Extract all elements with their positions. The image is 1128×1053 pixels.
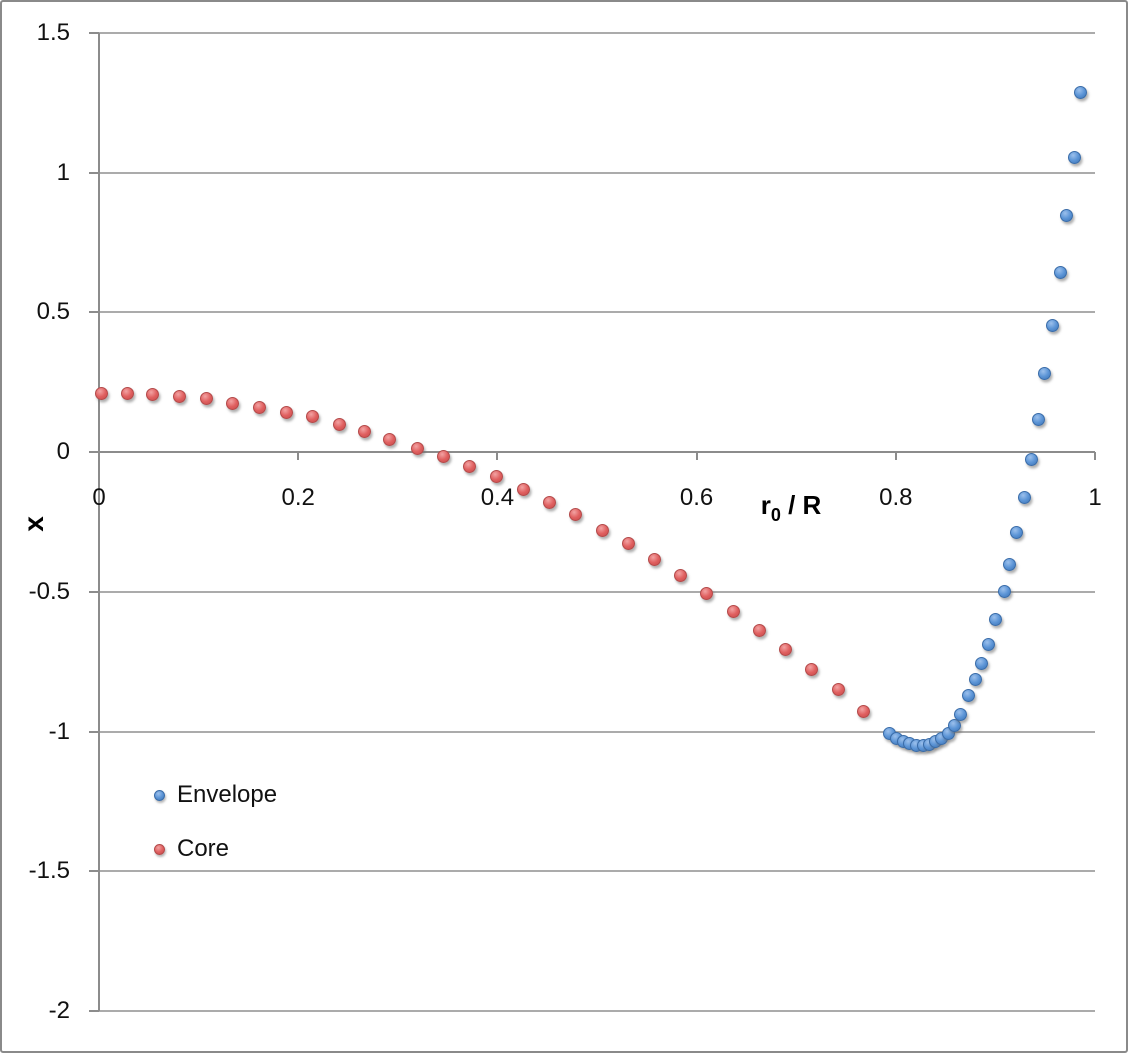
data-point-core [648, 552, 662, 566]
data-point-core [146, 387, 160, 401]
x-axis-title-base: r [760, 490, 771, 520]
y-axis-tick [89, 451, 99, 454]
x-axis-title-subscript: 0 [770, 505, 781, 525]
data-point-envelope [1067, 150, 1081, 164]
y-tick-label: 0 [56, 438, 70, 466]
data-point-envelope [981, 637, 995, 651]
y-axis-tick [89, 311, 99, 314]
data-point-core [225, 396, 239, 410]
data-point-core [752, 623, 766, 637]
x-axis-tick [496, 452, 499, 461]
data-point-envelope [1053, 265, 1067, 279]
data-point-core [411, 441, 425, 455]
x-axis-tick [894, 452, 897, 461]
data-point-envelope [1059, 208, 1073, 222]
y-axis-tick [89, 590, 99, 593]
y-axis-tick [89, 730, 99, 733]
data-point-envelope [1002, 557, 1016, 571]
data-point-core [95, 386, 109, 400]
legend-item-core: Core [154, 835, 277, 863]
data-point-core [332, 417, 346, 431]
data-point-core [489, 469, 503, 483]
y-tick-label: 1.5 [36, 19, 70, 46]
x-tick-label: 0.8 [879, 484, 913, 511]
data-point-core [173, 389, 187, 403]
data-point-core [804, 662, 818, 676]
data-point-envelope [948, 718, 962, 732]
gridline [99, 590, 1095, 593]
data-point-envelope [1031, 412, 1045, 426]
x-axis-tick [1094, 452, 1096, 461]
data-point-envelope [988, 612, 1002, 626]
y-tick-label: -1.5 [28, 857, 70, 885]
y-axis-line [98, 33, 100, 1011]
data-point-core [516, 482, 530, 496]
data-point-envelope [1017, 490, 1031, 504]
legend-marker-icon [154, 843, 165, 855]
data-point-core [200, 391, 214, 405]
x-tick-label: 0 [92, 484, 106, 511]
x-tick-label: 0.4 [480, 484, 515, 511]
data-point-core [857, 704, 871, 718]
y-axis-tick [89, 870, 99, 873]
y-tick-label: -0.5 [28, 577, 70, 605]
x-tick-label: 1 [1088, 484, 1102, 511]
y-tick-label: 1 [56, 158, 70, 186]
data-point-core [542, 495, 556, 509]
x-axis-line [99, 451, 1095, 454]
y-tick-label: -2 [48, 997, 70, 1024]
data-point-core [596, 523, 610, 537]
y-axis-tick [89, 32, 99, 34]
data-point-core [700, 586, 714, 600]
x-axis-title-rest: / R [780, 490, 822, 520]
data-point-envelope [1073, 85, 1087, 99]
data-point-envelope [1037, 366, 1051, 380]
y-axis-tick [89, 171, 99, 174]
data-point-core [305, 409, 319, 423]
data-point-envelope [1009, 525, 1023, 539]
data-point-core [726, 604, 740, 618]
x-axis-tick [695, 452, 698, 461]
data-point-core [674, 568, 688, 582]
y-axis-tick [89, 1010, 99, 1012]
legend-label: Core [177, 835, 230, 862]
data-point-envelope [974, 656, 988, 670]
legend: Envelope Core [154, 781, 277, 889]
data-point-core [568, 507, 582, 521]
data-point-envelope [1045, 318, 1059, 332]
x-axis-title: r0 / R [721, 488, 861, 525]
data-point-envelope [997, 584, 1011, 598]
data-point-envelope [954, 707, 968, 721]
y-tick-label: -1 [48, 717, 70, 745]
x-tick-label: 0.2 [281, 484, 315, 511]
data-point-core [622, 536, 636, 550]
data-point-envelope [962, 688, 975, 702]
data-point-core [279, 405, 293, 419]
y-tick-label: 0.5 [36, 298, 70, 326]
data-point-core [358, 424, 372, 438]
data-point-core [252, 400, 266, 414]
legend-label: Envelope [177, 781, 278, 808]
x-axis-tick [297, 452, 300, 461]
data-point-core [121, 386, 135, 400]
data-point-core [778, 642, 792, 656]
data-point-core [463, 459, 476, 473]
data-point-envelope [1024, 452, 1038, 466]
data-point-core [437, 449, 451, 463]
legend-item-envelope: Envelope [154, 781, 277, 809]
x-tick-label: 0.6 [679, 484, 714, 511]
legend-marker-icon [154, 789, 165, 801]
data-point-core [383, 432, 397, 446]
data-point-core [831, 682, 845, 696]
gridline [99, 32, 1095, 34]
y-axis-title: x [18, 516, 49, 532]
gridline [99, 1010, 1095, 1012]
data-point-envelope [968, 672, 982, 686]
gridline [99, 311, 1095, 314]
gridline [99, 730, 1095, 733]
gridline [99, 171, 1095, 174]
gridline [99, 870, 1095, 873]
